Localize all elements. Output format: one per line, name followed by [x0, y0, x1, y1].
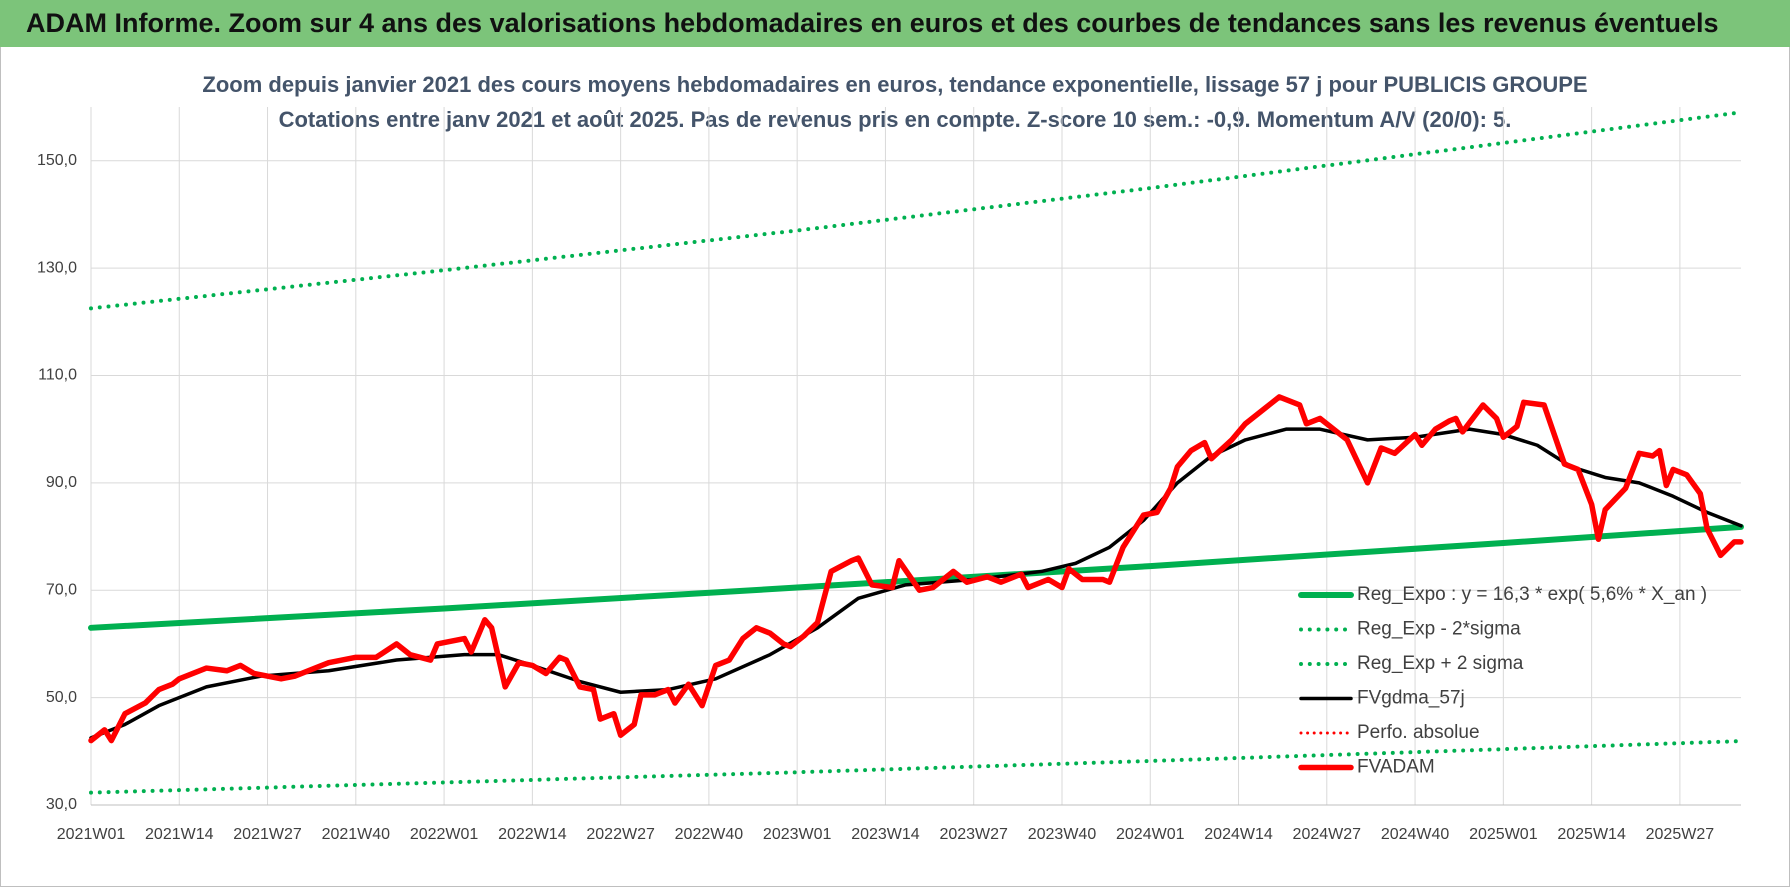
x-tick-label: 2022W27	[586, 826, 655, 843]
x-tick-label: 2021W27	[233, 826, 302, 843]
x-tick-label: 2023W27	[939, 826, 1008, 843]
x-tick-label: 2021W40	[322, 826, 391, 843]
x-tick-label: 2022W01	[410, 826, 479, 843]
y-tick-label: 110,0	[38, 367, 77, 384]
legend-label: Reg_Expo : y = 16,3 * exp( 5,6% * X_an )	[1357, 584, 1707, 605]
legend-label: Perfo. absolue	[1357, 722, 1480, 743]
series-line	[88, 394, 1744, 744]
x-tick-label: 2024W01	[1116, 826, 1185, 843]
x-tick-label: 2025W14	[1557, 826, 1626, 843]
x-tick-label: 2023W14	[851, 826, 920, 843]
x-tick-label: 2023W40	[1028, 826, 1097, 843]
x-tick-label: 2022W40	[675, 826, 744, 843]
legend-label: FVgdma_57j	[1357, 688, 1465, 709]
y-tick-label: 130,0	[37, 259, 77, 276]
legend-label: Reg_Exp - 2*sigma	[1357, 619, 1521, 640]
legend-label: Reg_Exp + 2 sigma	[1357, 653, 1524, 674]
series-line	[89, 110, 1743, 311]
plot-area: 30,0 50,0 70,0 90,0 110,0 130,0 150,0 2021W01 20…	[37, 107, 1744, 843]
x-tick-label: 2023W01	[763, 826, 832, 843]
x-tick-label: 2022W14	[498, 826, 567, 843]
chart-subtitle: Cotations entre janv 2021 et août 2025. …	[279, 107, 1512, 132]
chart-title: Zoom depuis janvier 2021 des cours moyen…	[202, 72, 1587, 97]
series-line	[88, 523, 1744, 631]
y-tick-label: 30,0	[46, 796, 77, 813]
y-tick-label: 90,0	[46, 474, 77, 491]
x-tick-label: 2024W14	[1204, 826, 1273, 843]
x-tick-label: 2021W14	[145, 826, 214, 843]
x-tick-label: 2024W27	[1293, 826, 1362, 843]
series-line	[89, 739, 1743, 795]
y-tick-label: 150,0	[37, 152, 77, 169]
y-tick-label: 50,0	[46, 689, 77, 706]
y-tick-label: 70,0	[46, 581, 77, 598]
x-tick-label: 2025W27	[1646, 826, 1715, 843]
header-title: ADAM Informe. Zoom sur 4 ans des valoris…	[26, 8, 1719, 38]
x-tick-label: 2024W40	[1381, 826, 1450, 843]
legend-label: FVADAM	[1357, 757, 1435, 778]
header-bar	[0, 0, 1790, 47]
x-tick-label: 2021W01	[57, 826, 126, 843]
x-tick-label: 2025W01	[1469, 826, 1538, 843]
